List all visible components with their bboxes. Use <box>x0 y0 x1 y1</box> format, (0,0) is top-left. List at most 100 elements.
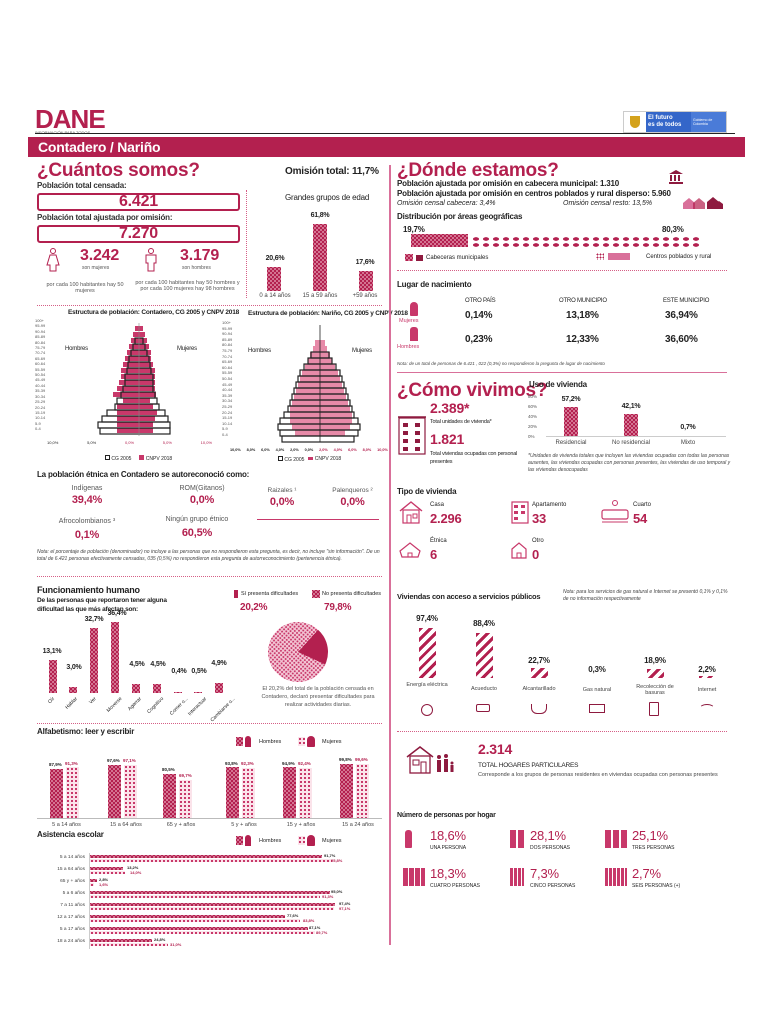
ajustada-value: 7.270 <box>37 225 240 243</box>
bar-mujeres <box>356 764 369 818</box>
personas-item: 7,3% CINCO PERSONAS <box>510 866 610 896</box>
bar-mujeres <box>124 765 137 818</box>
etnia-indigenas: Indígenas 39,4% <box>71 485 103 506</box>
divider-vertical-dotted <box>246 190 247 298</box>
personas-item: 28,1% DOS PERSONAS <box>510 828 610 858</box>
servicios-note: Nota: para los servicios de gas natural … <box>563 589 728 602</box>
man-icon <box>245 736 251 747</box>
mujeres-value: 3.242 <box>80 247 120 264</box>
personas-item: 18,3% CUATRO PERSONAS <box>403 866 513 896</box>
col-este-municipio: ESTE MUNICIPIO <box>663 298 710 304</box>
funcionamiento-title: Funcionamiento humano <box>37 585 140 595</box>
bar-cabecera <box>411 234 468 247</box>
mujeres-otro-municipio: 13,18% <box>566 310 599 321</box>
nacimiento-title: Lugar de nacimiento <box>397 280 472 289</box>
servicio-alcantarillado: 22,7% Alcantarillado <box>509 612 569 722</box>
woman-icon <box>307 736 315 747</box>
grandes-chart: 20,6% 0 a 14 años 61,8% 15 a 59 años 17,… <box>259 212 378 299</box>
baseline <box>546 436 726 437</box>
header-rule <box>35 133 735 134</box>
houses-icon <box>608 253 630 260</box>
bar-59-plus <box>359 271 373 291</box>
alfa-group: 80,5% 69,7% 65 y + años <box>162 767 196 828</box>
five-persons-icon <box>510 868 524 886</box>
asistencia-row: 15 a 64 años 13,2% 14,0% <box>57 865 142 875</box>
etnica-grid: Indígenas 39,4% ROM(Gitanos) 0,0% Raizal… <box>37 485 382 545</box>
alfa-group: 87,9% 91,3% 5 a 14 años <box>49 761 81 828</box>
etnia-rom: ROM(Gitanos) 0,0% <box>179 485 225 506</box>
separator <box>397 372 727 373</box>
censada-label: Población total censada: <box>37 181 127 190</box>
mujeres-este-municipio: 36,94% <box>665 310 698 321</box>
bar-mujeres <box>66 767 79 818</box>
bar-agarrar <box>132 684 140 693</box>
hogares-label: TOTAL HOGARES PARTICULARES <box>478 762 579 769</box>
etnica-title: La población étnica en Contadero se auto… <box>37 470 250 479</box>
axis <box>89 853 90 949</box>
bed-icon <box>601 500 629 523</box>
bar <box>476 633 493 678</box>
age-axis: 100+ 95-99 90-94 85-89 80-84 75-79 70-74 65-69 6… <box>222 320 233 437</box>
bar-comer <box>174 692 182 693</box>
dane-logo: DANE INFORMACIÓN PARA TODOS <box>35 104 106 135</box>
gov-badge: El futuro es de todos Gobierno de Colomb… <box>623 111 727 133</box>
hombres-note: por cada 100 habitantes hay 50 hombres y… <box>135 280 240 292</box>
ocupadas-value: 1.821 <box>430 431 465 447</box>
bar-mujeres <box>179 780 192 818</box>
donde-cabecera: Población ajustada por omisión en cabece… <box>397 179 620 188</box>
tipo-etnica: Étnica 6 <box>398 538 488 568</box>
hombres-value: 3.179 <box>180 247 220 264</box>
woman-icon <box>46 248 60 272</box>
etnia-afro: Afrocolombianos ³ 0,1% <box>58 518 116 541</box>
personas-item: 2,7% SEIS PERSONAS (+) <box>605 866 725 896</box>
bar <box>419 628 436 678</box>
pct-resto: 80,3% <box>662 225 684 234</box>
bar-15-59 <box>313 224 327 291</box>
separator <box>37 576 382 577</box>
one-person-icon <box>405 830 412 848</box>
separator <box>397 731 727 732</box>
bar-mujeres <box>242 768 255 818</box>
asistencia-row: 5 a 14 años 91,7% 95,8% <box>59 853 343 863</box>
funcionamiento-chart: 13,1% 3,0% 32,7% 36,4% 4,5% 4,5% 0,4% 0,… <box>42 610 237 724</box>
mujeres-otro-pais: 0,14% <box>465 310 493 321</box>
legend-no-swatch <box>312 590 320 598</box>
uso-chart: 80% 60% 40% 20% 0% 57,2% Residencial 42,1% N… <box>528 392 728 452</box>
bar-cambiarse <box>215 683 223 693</box>
censada-value: 6.421 <box>37 193 240 211</box>
man-icon <box>410 327 418 341</box>
hombres-este-municipio: 36,60% <box>665 334 698 345</box>
mujeres-label: Mujeres <box>399 318 419 324</box>
alfa-group: 94,9% 92,4% 15 y + años <box>282 761 316 828</box>
bar <box>699 676 716 678</box>
pipe-icon <box>531 704 547 714</box>
omision-resto: Omisión censal resto: 13,5% <box>563 200 653 207</box>
bar-hombres <box>340 764 353 818</box>
bar-residencial <box>564 407 578 436</box>
omision-total: Omisión total: 11,7% <box>285 166 379 177</box>
four-persons-icon <box>403 868 425 886</box>
faucet-icon <box>476 704 490 712</box>
asistencia-row: 65 y + años 2,8% 1,6% <box>60 877 109 887</box>
age-axis: 100+ 95-99 90-94 85-89 80-84 75-79 70-74 65-69 6… <box>35 318 46 432</box>
uso-title: Uso de vivienda <box>529 380 587 389</box>
right-column-divider <box>389 165 391 945</box>
pct-cabecera: 19,7% <box>403 225 425 234</box>
grandes-title: Grandes grupos de edad <box>285 193 370 202</box>
hombres-label: Hombres <box>397 344 420 350</box>
bar-hombres <box>226 767 239 818</box>
servicios-chart: 97,4% Energía eléctrica 88,4% Acueducto … <box>397 612 732 722</box>
personas-title: Número de personas por hogar <box>397 812 496 819</box>
dificultad-pie <box>255 609 341 695</box>
six-persons-icon <box>605 868 627 886</box>
funcionamiento-subtitle: De las personas que reportaron tener alg… <box>37 597 167 613</box>
col-otro-municipio: OTRO MUNICIPIO <box>559 298 607 304</box>
personas-item: 25,1% TRES PERSONAS <box>605 828 725 858</box>
tipo-apartamento: Apartamento 33 <box>511 500 601 530</box>
donde-resto: Población ajustada por omisión en centro… <box>397 189 671 198</box>
banner: Contadero / Nariño <box>28 137 745 157</box>
etnica-note: Nota: el porcentaje de población (denomi… <box>37 549 380 562</box>
asistencia-row: 5 a 17 años 87,1% 89,7% <box>59 925 328 935</box>
pyramid-narino: 100+ 95-99 90-94 85-89 80-84 75-79 70-74 65-69 6… <box>222 320 390 460</box>
separator <box>37 305 382 306</box>
